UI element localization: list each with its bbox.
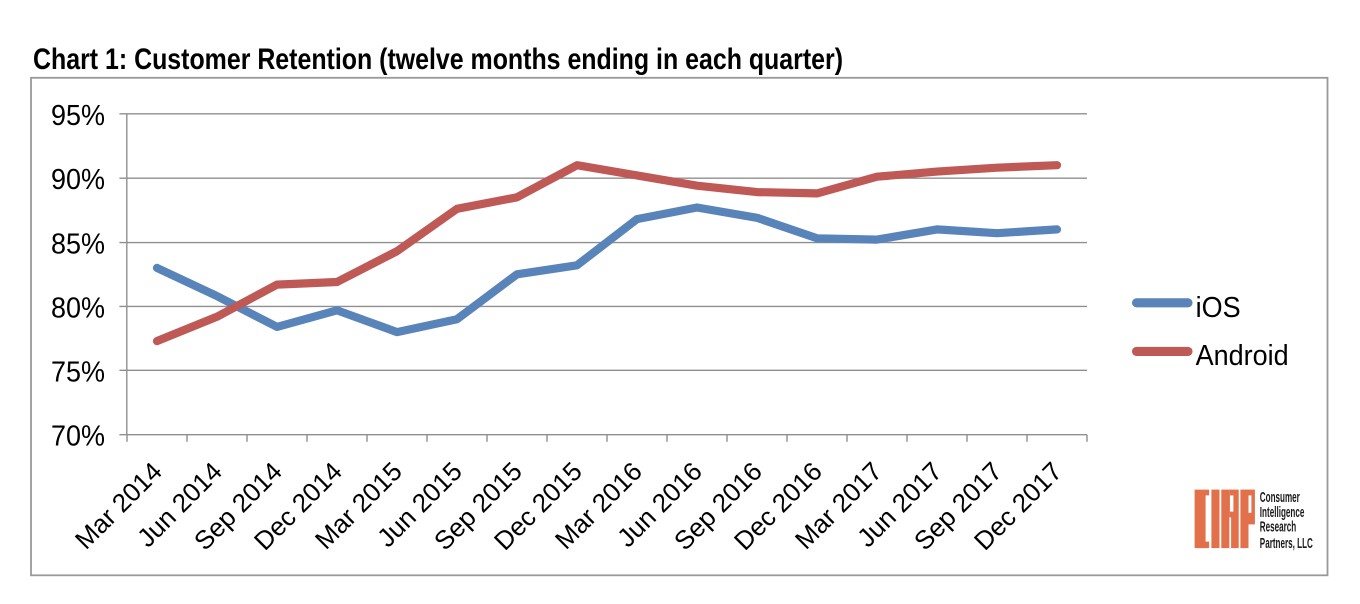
svg-text:iOS: iOS bbox=[1196, 292, 1241, 324]
svg-text:Research: Research bbox=[1260, 518, 1296, 535]
svg-text:Consumer: Consumer bbox=[1260, 488, 1300, 505]
svg-text:85%: 85% bbox=[51, 229, 105, 261]
svg-text:75%: 75% bbox=[51, 356, 105, 388]
svg-text:80%: 80% bbox=[51, 292, 105, 324]
svg-text:95%: 95% bbox=[51, 100, 105, 132]
svg-text:90%: 90% bbox=[51, 164, 105, 196]
svg-text:Intelligence: Intelligence bbox=[1260, 503, 1305, 520]
svg-text:Android: Android bbox=[1196, 340, 1289, 372]
svg-text:Partners, LLC: Partners, LLC bbox=[1260, 535, 1313, 552]
svg-text:Chart 1: Customer Retention (t: Chart 1: Customer Retention (twelve mont… bbox=[33, 43, 843, 76]
svg-text:70%: 70% bbox=[51, 421, 105, 453]
